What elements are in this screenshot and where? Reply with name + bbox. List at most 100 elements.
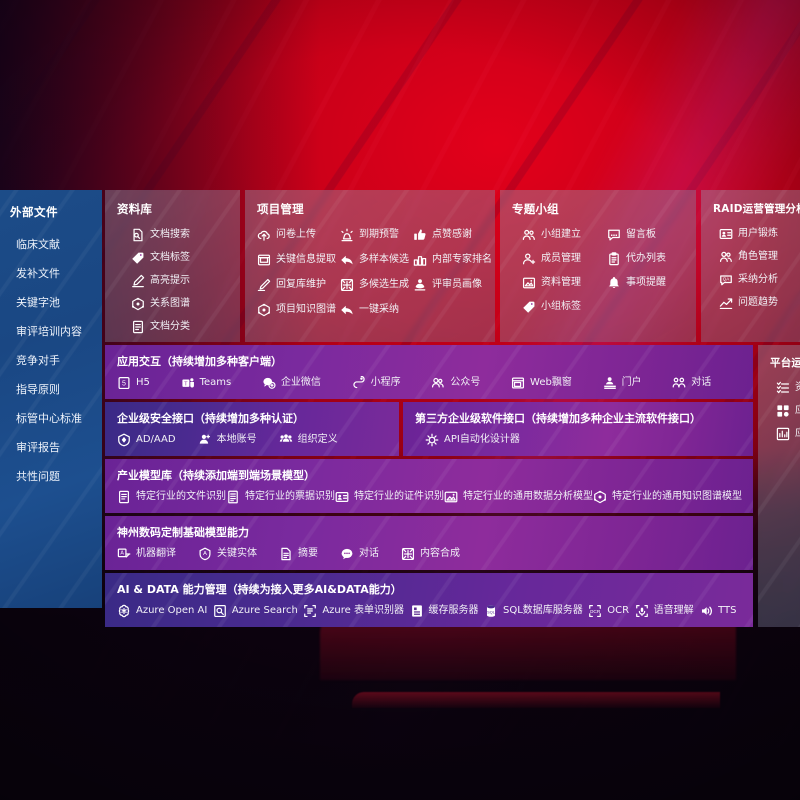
interaction-item-wecom[interactable]: 企业微信 xyxy=(262,376,352,390)
basemodel-item-dialog[interactable]: 对话 xyxy=(340,547,379,561)
interaction-item-official-account[interactable]: 公众号 xyxy=(431,376,511,390)
security-item-label-2: 组织定义 xyxy=(297,434,338,445)
interaction-item-teams[interactable]: T Teams xyxy=(181,376,262,390)
thirdparty-item-label-0: API自动化设计器 xyxy=(444,434,520,445)
interaction-item-miniprogram[interactable]: 小程序 xyxy=(352,376,432,390)
aidata-item-azure-search[interactable]: Azure Search xyxy=(213,604,304,618)
sidebar-item-5[interactable]: 指导原则 xyxy=(16,383,60,396)
aidata-item-ocr[interactable]: OCR OCR xyxy=(588,604,634,618)
industry-item-id-recognition[interactable]: 特定行业的证件识别 xyxy=(335,490,444,504)
basemodel-item-label-3: 对话 xyxy=(359,548,379,559)
project-item-reply-library[interactable]: 回复库维护 xyxy=(257,278,336,292)
sidebar-item-1[interactable]: 发补文件 xyxy=(16,267,60,280)
project-item-questionnaire-upload[interactable]: 问卷上传 xyxy=(257,228,336,242)
project-item-label-10: 一键采纳 xyxy=(359,304,399,315)
group-item-reminder[interactable]: 事项提醒 xyxy=(607,276,686,290)
platform-item-app-management[interactable]: 应用管理 xyxy=(776,404,800,418)
aidata-item-form-recognizer[interactable]: Azure 表单识别器 xyxy=(303,604,409,618)
project-management-panel: 项目管理 问卷上传 到期预警 点赞感谢 xyxy=(245,190,495,342)
sidebar-item-7[interactable]: 审评报告 xyxy=(16,441,60,454)
miniprogram-icon xyxy=(352,376,366,390)
project-item-expert-ranking[interactable]: 内部专家排名 xyxy=(413,253,492,267)
aidata-item-speech-understanding[interactable]: 语音理解 xyxy=(635,604,700,618)
platform-item-app-analysis[interactable]: 应用分析 xyxy=(776,427,800,441)
sidebar-item-4[interactable]: 竞争对手 xyxy=(16,354,60,367)
tag-icon xyxy=(522,300,536,314)
industry-item-receipt-recognition[interactable]: 特定行业的票据识别 xyxy=(226,490,335,504)
group-item-todo-list[interactable]: 代办列表 xyxy=(607,252,686,266)
project-item-one-click-adopt[interactable]: 一键采纳 xyxy=(340,303,409,317)
interaction-item-portal[interactable]: 门户 xyxy=(603,376,673,390)
topic-group-panel: 专题小组 小组建立 留言板 成员管理 xyxy=(500,190,696,342)
platform-item-resource-allocation[interactable]: 资源分配 xyxy=(776,381,800,395)
security-item-ad-aad[interactable]: AD/AAD xyxy=(117,433,176,447)
basemodel-item-label-2: 摘要 xyxy=(298,548,318,559)
group-item-group-tag[interactable]: 小组标签 xyxy=(522,300,601,314)
library-item-label-4: 文档分类 xyxy=(150,321,190,332)
project-item-key-info-extract[interactable]: 关键信息提取 xyxy=(257,253,336,267)
sidebar-item-2[interactable]: 关键字池 xyxy=(16,296,60,309)
project-item-thanks[interactable]: 点赞感谢 xyxy=(413,228,492,242)
library-item-label-1: 文档标签 xyxy=(150,252,190,263)
library-item-document-category[interactable]: 文档分类 xyxy=(131,320,230,334)
interaction-item-web-window[interactable]: Web飘窗 xyxy=(511,376,603,390)
basemodel-item-summary[interactable]: 摘要 xyxy=(279,547,318,561)
sidebar-item-8[interactable]: 共性问题 xyxy=(16,470,60,483)
basemodel-item-entity[interactable]: A 关键实体 xyxy=(198,547,257,561)
group-item-label-0: 小组建立 xyxy=(541,229,581,240)
group-item-label-6: 小组标签 xyxy=(541,301,581,312)
raid-item-label-0: 用户锻炼 xyxy=(738,228,778,239)
basemodel-item-content-synthesis[interactable]: 内容合成 xyxy=(401,547,460,561)
library-item-highlight[interactable]: 高亮提示 xyxy=(131,274,230,288)
library-item-document-search[interactable]: 文档搜索 xyxy=(131,228,230,242)
raid-item-role-manage[interactable]: 角色管理 xyxy=(719,250,796,264)
library-item-document-tag[interactable]: 文档标签 xyxy=(131,251,230,265)
industry-item-file-recognition[interactable]: 特定行业的文件识别 xyxy=(117,490,226,504)
id-card-recognize-icon xyxy=(335,490,349,504)
app-interaction-bar: 应用交互（持续增加多种客户端） 5 H5 T Teams 企业微信 xyxy=(105,345,753,399)
interaction-item-chat[interactable]: 对话 xyxy=(672,376,742,390)
industry-item-data-analysis-model[interactable]: 特定行业的通用数据分析模型 xyxy=(444,490,593,504)
basemodel-item-translate[interactable]: A 机器翻译 xyxy=(117,547,176,561)
sidebar-item-3[interactable]: 审评培训内容 xyxy=(16,325,82,338)
library-item-relation-graph[interactable]: 关系图谱 xyxy=(131,297,230,311)
wecom-icon xyxy=(262,376,276,390)
project-item-knowledge-graph[interactable]: 项目知识图谱 xyxy=(257,303,336,317)
industry-item-knowledge-graph-model[interactable]: 特定行业的通用知识图谱模型 xyxy=(593,490,742,504)
group-item-message-board[interactable]: 留言板 xyxy=(607,228,686,242)
security-item-local-account[interactable]: 本地账号 xyxy=(198,433,257,447)
aidata-item-azure-openai[interactable]: Azure Open AI xyxy=(117,604,213,618)
user-card-icon xyxy=(719,227,733,241)
svg-text:A: A xyxy=(120,551,124,557)
group-item-archive-manage[interactable]: 资料管理 xyxy=(522,276,601,290)
group-item-label-4: 资料管理 xyxy=(541,277,581,288)
raid-item-adoption-analysis[interactable]: QA 采纳分析 xyxy=(719,273,796,287)
raid-item-user[interactable]: 用户锻炼 xyxy=(719,227,796,241)
security-title: 企业级安全接口（持续增加多种认证） xyxy=(117,412,304,425)
project-item-candidate-generation[interactable]: 多候选生成 xyxy=(340,278,409,292)
thirdparty-item-api-designer[interactable]: API自动化设计器 xyxy=(425,433,520,447)
group-item-member-manage[interactable]: 成员管理 xyxy=(522,252,601,266)
sidebar-title: 外部文件 xyxy=(10,205,58,219)
security-item-org-define[interactable]: 组织定义 xyxy=(279,433,338,447)
checklist-icon xyxy=(776,381,790,395)
basemodel-item-label-0: 机器翻译 xyxy=(136,548,176,559)
aidata-item-tts[interactable]: TTS xyxy=(699,604,742,618)
interaction-item-label-6: 门户 xyxy=(621,377,642,388)
sidebar-item-0[interactable]: 临床文献 xyxy=(16,238,60,251)
sidebar-item-6[interactable]: 标管中心标准 xyxy=(16,412,82,425)
raid-item-issue-trend[interactable]: 问题趋势 xyxy=(719,296,796,310)
reply-maintain-icon xyxy=(257,278,271,292)
ai-data-capability-bar: AI & DATA 能力管理（持续为接入更多AI&DATA能力） Azure O… xyxy=(105,573,753,627)
interaction-title: 应用交互（持续增加多种客户端） xyxy=(117,355,282,368)
interaction-item-h5[interactable]: 5 H5 xyxy=(117,376,181,390)
project-item-expiry-alert[interactable]: 到期预警 xyxy=(340,228,409,242)
aidata-item-sql-database[interactable]: SQL SQL数据库服务器 xyxy=(484,604,588,618)
project-item-reviewer-profile[interactable]: 评审员画像 xyxy=(413,278,492,292)
group-item-create[interactable]: 小组建立 xyxy=(522,228,601,242)
teams-icon: T xyxy=(181,376,195,390)
project-item-multi-sample[interactable]: 多样本候选 xyxy=(340,253,409,267)
aidata-item-cache-server[interactable]: 缓存服务器 xyxy=(410,604,485,618)
highlight-pen-icon xyxy=(131,274,145,288)
third-party-interface-bar: 第三方企业级软件接口（持续增加多种企业主流软件接口） API自动化设计器 xyxy=(403,402,753,456)
